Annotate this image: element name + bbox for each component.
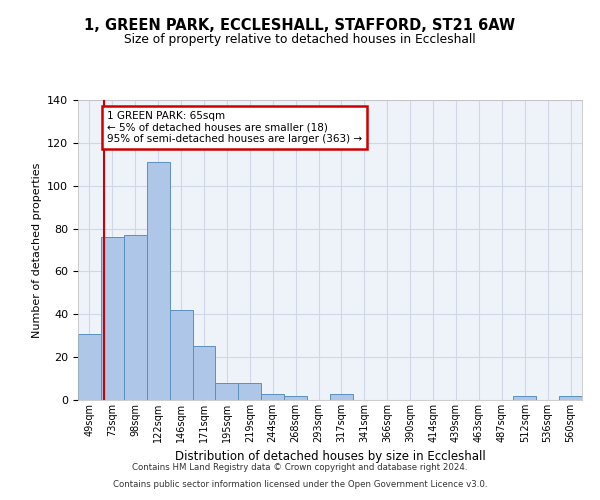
- Bar: [559, 396, 582, 400]
- Bar: [78, 334, 101, 400]
- Bar: [261, 394, 284, 400]
- Text: 1, GREEN PARK, ECCLESHALL, STAFFORD, ST21 6AW: 1, GREEN PARK, ECCLESHALL, STAFFORD, ST2…: [85, 18, 515, 32]
- Bar: [215, 383, 238, 400]
- Text: Contains public sector information licensed under the Open Government Licence v3: Contains public sector information licen…: [113, 480, 487, 489]
- Bar: [238, 383, 261, 400]
- Bar: [193, 346, 215, 400]
- Text: Size of property relative to detached houses in Eccleshall: Size of property relative to detached ho…: [124, 32, 476, 46]
- Bar: [101, 237, 124, 400]
- Bar: [170, 310, 193, 400]
- Bar: [147, 162, 170, 400]
- Text: Contains HM Land Registry data © Crown copyright and database right 2024.: Contains HM Land Registry data © Crown c…: [132, 464, 468, 472]
- Y-axis label: Number of detached properties: Number of detached properties: [32, 162, 41, 338]
- Text: 1 GREEN PARK: 65sqm
← 5% of detached houses are smaller (18)
95% of semi-detache: 1 GREEN PARK: 65sqm ← 5% of detached hou…: [107, 110, 362, 144]
- Bar: [284, 396, 307, 400]
- Bar: [513, 396, 536, 400]
- X-axis label: Distribution of detached houses by size in Eccleshall: Distribution of detached houses by size …: [175, 450, 485, 464]
- Bar: [124, 235, 147, 400]
- Bar: [330, 394, 353, 400]
